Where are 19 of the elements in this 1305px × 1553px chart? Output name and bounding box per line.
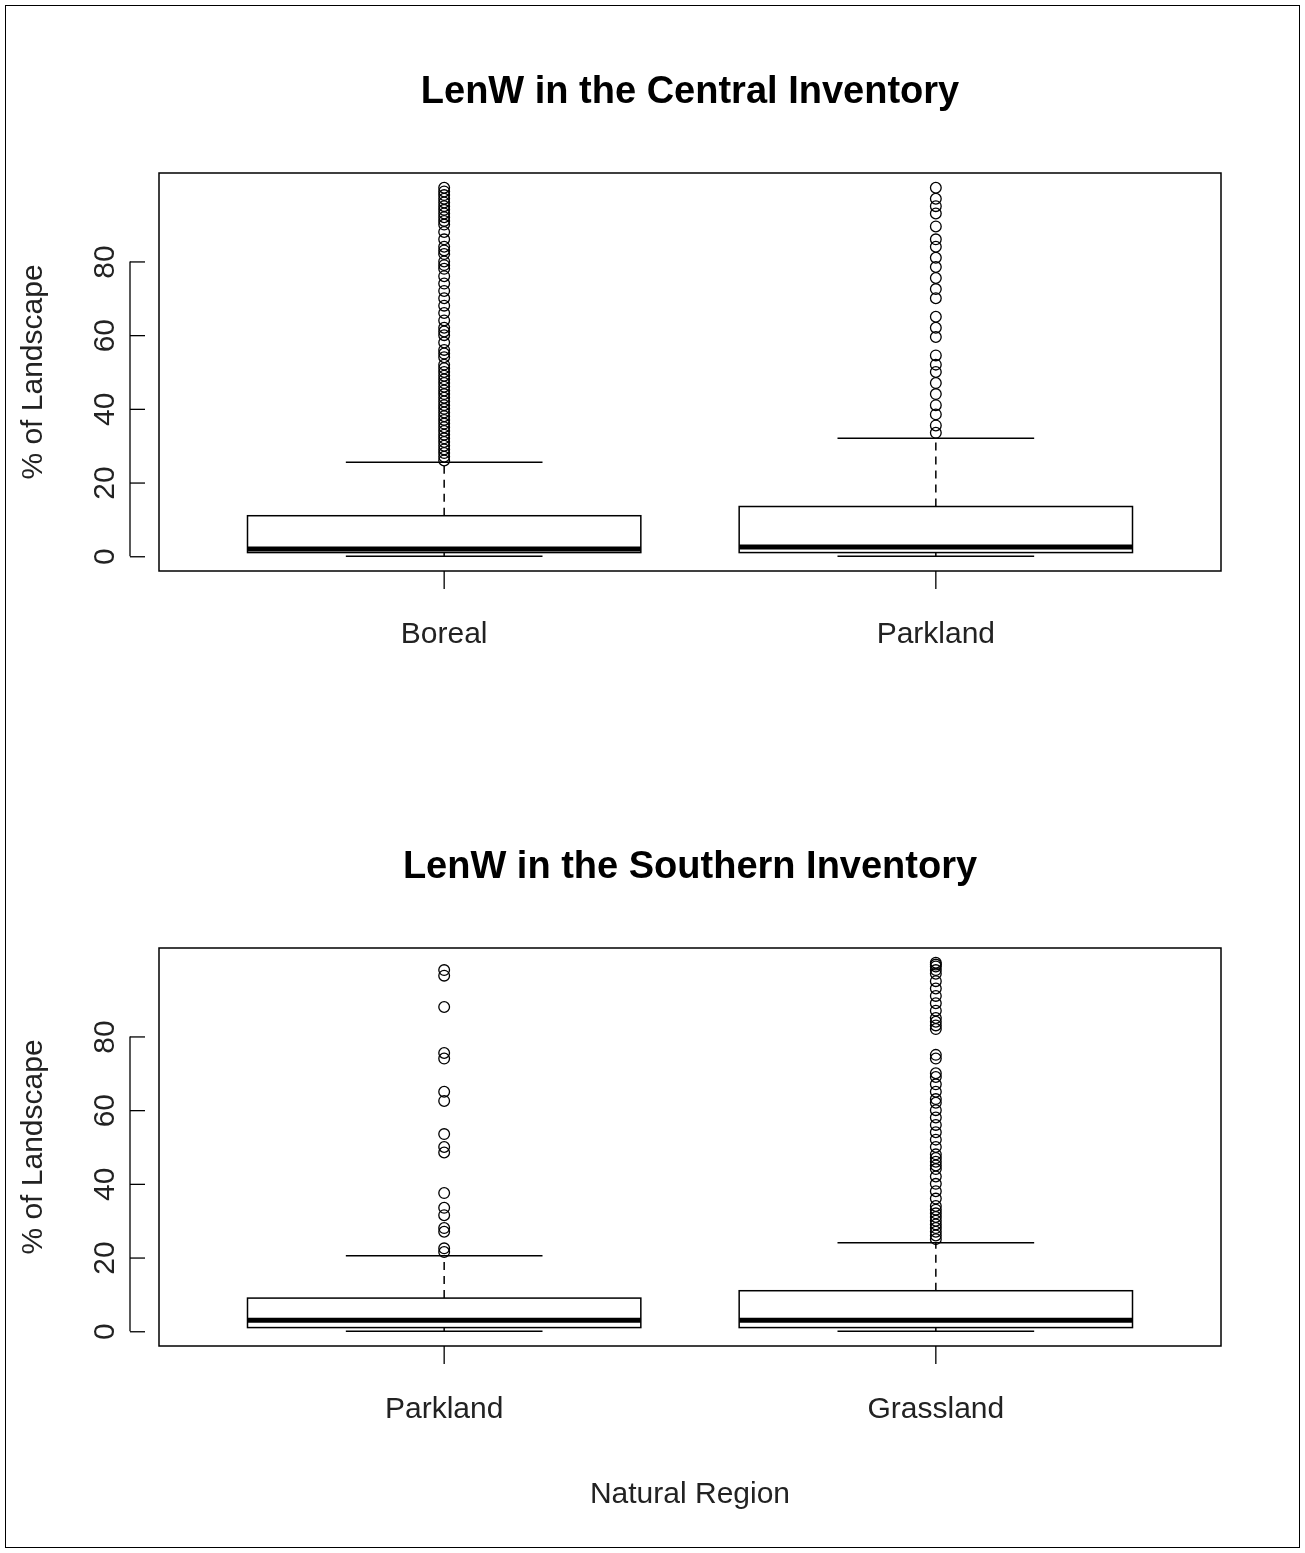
x-tick-label: Grassland <box>867 1391 1005 1424</box>
y-axis-title: % of Landscape <box>15 264 48 480</box>
y-axis-title: % of Landscape <box>15 1039 48 1255</box>
x-tick-label: Parkland <box>876 616 996 649</box>
y-tick-label: 20 <box>87 466 120 500</box>
y-tick-label: 60 <box>87 318 120 353</box>
y-tick-label: 40 <box>87 392 120 427</box>
x-tick-label: Parkland <box>384 1391 504 1424</box>
x-axis-title: Natural Region <box>589 1476 791 1509</box>
y-tick-label: 80 <box>87 1020 120 1054</box>
y-tick-label: 60 <box>87 1093 120 1128</box>
chart-title: LenW in the Central Inventory <box>420 69 960 111</box>
y-tick-label: 20 <box>87 1241 120 1275</box>
y-tick-label: 0 <box>87 1323 120 1341</box>
x-tick-label: Boreal <box>400 616 488 649</box>
y-tick-label: 80 <box>87 245 120 279</box>
y-tick-label: 40 <box>87 1167 120 1202</box>
y-tick-label: 0 <box>87 548 120 566</box>
chart-title: LenW in the Southern Inventory <box>402 844 978 886</box>
